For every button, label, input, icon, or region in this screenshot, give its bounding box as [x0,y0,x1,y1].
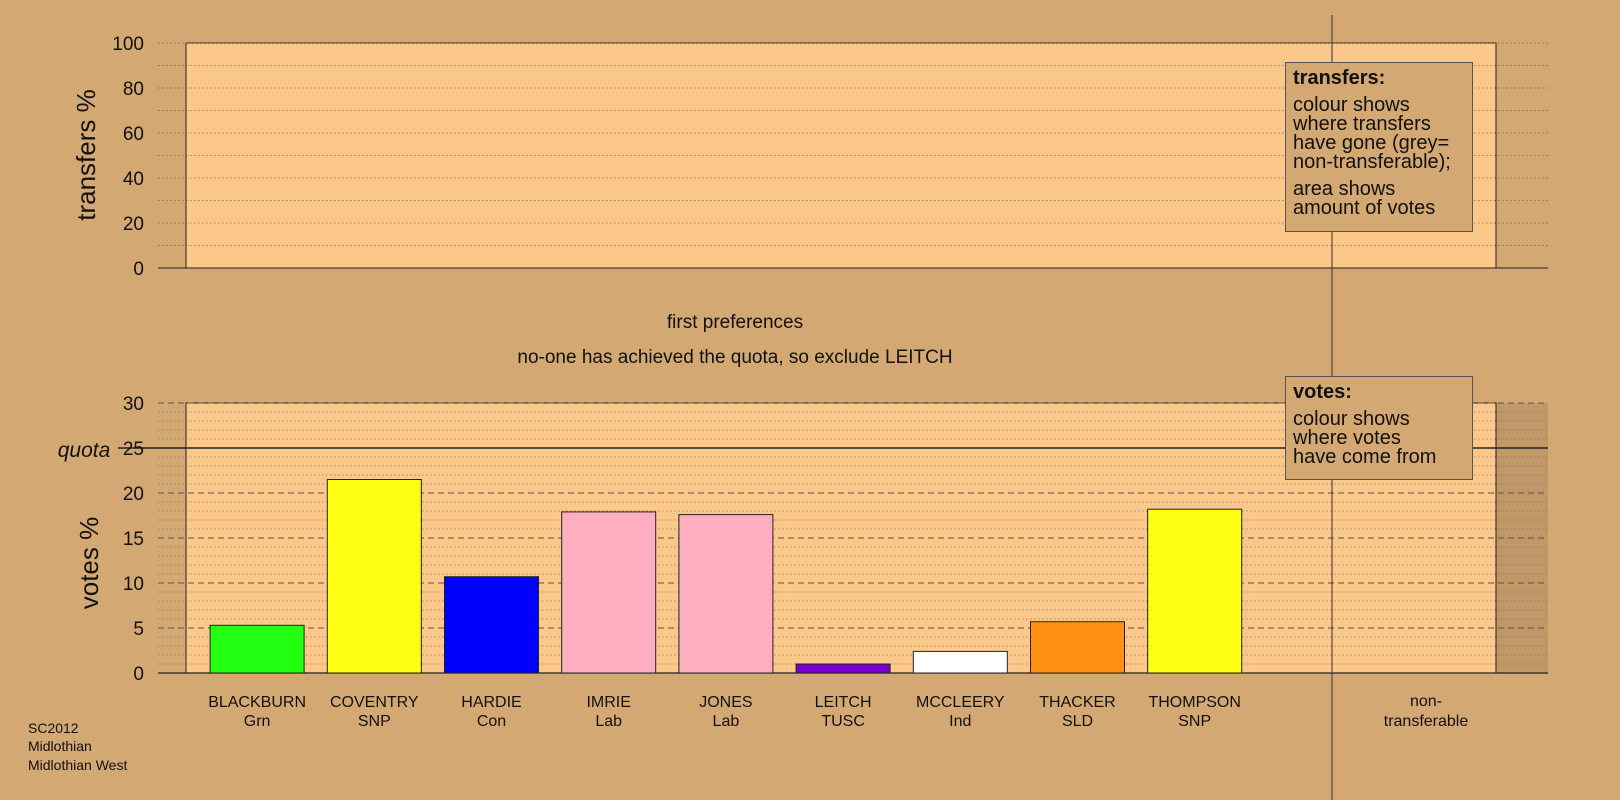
bar-leitch [795,663,891,674]
legend-text: have gone (grey= [1293,132,1450,154]
legend-text: where transfers [1293,113,1431,135]
candidate-party: SLD [1062,713,1093,730]
nontransferable-label: non- [1410,693,1442,710]
bar-mccleery [912,650,1008,674]
transfers-legend: transfers: colour shows where transfers … [1285,62,1473,232]
stage-caption: first preferences [667,312,803,333]
y-tick-label: 0 [133,664,144,685]
legend-text: colour shows [1293,94,1410,116]
legend-text: have come from [1293,446,1437,468]
y-axis-title: transfers % [71,89,101,221]
legend-text: where votes [1293,427,1401,449]
transfers-legend-colour: colour shows where transfers have gone (… [1293,94,1464,173]
transfers-legend-title: transfers: [1293,67,1386,89]
y-tick-label: 15 [123,529,144,550]
footer-line-3: Midlothian West [28,757,127,773]
bar-thompson [1147,508,1243,674]
bar-imrie [561,511,657,674]
quota-label: quota [58,439,111,462]
bar-hardie [444,576,539,674]
candidate-party: SNP [358,713,391,730]
legend-text: area shows [1293,178,1396,200]
candidate-name: JONES [699,694,752,711]
transfers-legend-area: area shows amount of votes [1293,178,1464,219]
legend-text: colour shows [1293,408,1410,430]
votes-panel: 0 5 10 15 20 25 30 votes % [74,394,1548,685]
y-tick-label: 60 [123,124,144,145]
y-tick-label: 80 [123,79,144,100]
y-tick-label: 30 [123,394,144,415]
candidate-name: COVENTRY [330,694,419,711]
bar-jones [678,514,774,674]
candidate-labels: BLACKBURN Grn COVENTRY SNP HARDIE Con IMRIE Lab… [208,693,1468,730]
candidate-name: HARDIE [461,694,521,711]
transfers-plot-area [185,42,1497,269]
candidate-party: SNP [1178,713,1211,730]
footer-line-2: Midlothian [28,738,92,754]
nontransferable-label: transferable [1384,713,1469,730]
candidate-party: Ind [949,713,971,730]
candidate-party: Lab [595,713,622,730]
legend-text: amount of votes [1293,197,1436,219]
candidate-party: Grn [244,713,271,730]
candidate-party: Con [477,713,506,730]
y-tick-label: 40 [123,169,144,190]
candidate-party: Lab [713,713,740,730]
legend-text: non-transferable); [1293,151,1451,173]
y-tick-label: 0 [133,259,144,280]
y-tick-label: 10 [123,574,144,595]
y-tick-label: 5 [133,619,144,640]
candidate-name: IMRIE [586,694,630,711]
votes-legend-title: votes: [1293,381,1352,403]
candidate-name: THOMPSON [1148,694,1240,711]
y-tick-label: 25 [123,439,144,460]
transfers-panel: 0 20 40 60 80 100 transfers % [71,34,1548,280]
quota-note: no-one has achieved the quota, so exclud… [517,347,952,368]
votes-legend: votes: colour shows where votes have com… [1285,376,1473,480]
bar-blackburn [209,624,305,674]
votes-legend-colour: colour shows where votes have come from [1293,408,1464,468]
y-tick-label: 20 [123,484,144,505]
candidate-name: BLACKBURN [208,694,306,711]
footer-line-1: SC2012 [28,720,79,736]
candidate-party: TUSC [821,713,865,730]
candidate-name: THACKER [1039,694,1115,711]
y-axis-title: votes % [74,517,104,610]
bar-coventry [326,479,422,674]
bar-thacker [1030,621,1125,674]
y-tick-label: 20 [123,214,144,235]
y-tick-label: 100 [112,34,144,55]
candidate-name: MCCLEERY [916,694,1005,711]
candidate-name: LEITCH [815,694,872,711]
